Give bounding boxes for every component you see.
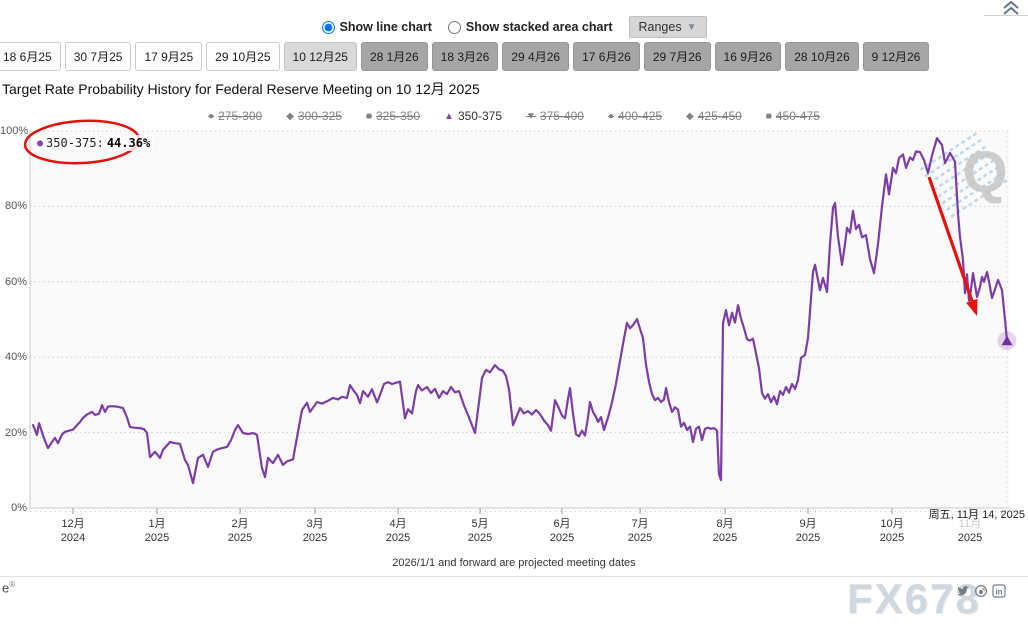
chart-watermark-letter: Q xyxy=(962,140,1007,205)
x-axis-month-label: 9月 2025 xyxy=(795,518,821,545)
legend-item-375-400[interactable]: ▼ 375-400 xyxy=(526,109,584,123)
y-axis-tick-label: 20% xyxy=(4,426,27,439)
fx678-watermark: FX678 xyxy=(847,575,981,622)
projected-dates-note: 2026/1/1 and forward are projected meeti… xyxy=(392,557,636,569)
meeting-date-tab[interactable]: 29 10月25 xyxy=(206,42,280,71)
legend-marker-icon: ● xyxy=(607,110,614,122)
tooltip-series-label: 350-375: xyxy=(46,136,104,150)
page-title: Target Rate Probability History for Fede… xyxy=(2,81,480,97)
y-axis-tick-label: 60% xyxy=(4,275,27,288)
meeting-date-tab[interactable]: 28 1月26 xyxy=(360,42,428,71)
meeting-date-tab[interactable]: 30 7月25 xyxy=(64,42,132,71)
current-point-marker xyxy=(1001,335,1013,346)
x-axis-month-label: 5月 2025 xyxy=(467,518,493,545)
legend-item-350-375[interactable]: ▲ 350-375 xyxy=(444,109,502,123)
legend-item-425-450[interactable]: ◆ 425-450 xyxy=(686,109,742,123)
footer-logo-text: e xyxy=(2,580,10,596)
legend-marker-icon: ● xyxy=(208,110,215,122)
meeting-date-tab[interactable]: 18 6月25 xyxy=(0,42,61,71)
meeting-date-tab[interactable]: 17 9月25 xyxy=(135,42,203,71)
legend-marker-icon: ■ xyxy=(365,110,372,122)
legend-marker-icon: ▼ xyxy=(526,110,536,122)
ranges-dropdown-label: Ranges xyxy=(638,20,682,34)
stacked-area-radio[interactable]: Show stacked area chart xyxy=(447,20,613,34)
line-chart-radio-input[interactable] xyxy=(321,20,335,34)
line-chart-radio[interactable]: Show line chart xyxy=(321,20,432,34)
meeting-date-tab[interactable]: 29 4月26 xyxy=(502,42,570,71)
x-axis-month-label: 4月 2025 xyxy=(385,518,411,545)
x-axis-month-label: 3月 2025 xyxy=(302,518,328,545)
footer-logo-fragment: e® xyxy=(2,580,15,595)
x-axis-month-label: 7月 2025 xyxy=(627,518,653,545)
line-chart-radio-label: Show line chart xyxy=(339,20,432,34)
meeting-date-tab[interactable]: 29 7月26 xyxy=(643,42,711,71)
double-chevron-up-icon xyxy=(1003,0,1019,15)
y-axis-tick-label: 40% xyxy=(4,351,27,364)
legend-marker-icon: ◆ xyxy=(686,110,694,122)
weibo-share-icon[interactable] xyxy=(974,584,988,598)
legend-label: 450-475 xyxy=(775,109,820,123)
top-right-rule xyxy=(984,15,1028,16)
legend-item-275-300[interactable]: ● 275-300 xyxy=(208,109,262,123)
meeting-date-tab[interactable]: 18 3月26 xyxy=(431,42,499,71)
meeting-date-tab[interactable]: 9 12月26 xyxy=(862,42,930,71)
y-axis-tick-label: 0% xyxy=(11,502,27,514)
x-axis-month-label: 6月 2025 xyxy=(549,518,575,545)
twitter-share-icon[interactable] xyxy=(956,584,970,598)
x-axis-month-label: 10月 2025 xyxy=(879,518,905,545)
legend-label: 325-350 xyxy=(376,109,421,123)
chart-legend: ● 275-300 ◆ 300-325 ■ 325-350 ▲ 350-375 ▼ 375-400… xyxy=(0,109,1028,123)
legend-label: 425-450 xyxy=(697,109,742,123)
series-tooltip: ● 350-375: 44.36% xyxy=(34,135,154,151)
y-axis-tick-label: 100% xyxy=(0,125,29,137)
series-dot-icon: ● xyxy=(37,137,44,149)
svg-text:in: in xyxy=(995,587,1002,596)
x-axis-month-label: 12月 2024 xyxy=(60,518,86,545)
registered-mark: ® xyxy=(9,580,16,589)
ranges-dropdown[interactable]: Ranges ▼ xyxy=(628,16,707,38)
chart-watermark-hatch xyxy=(919,131,1009,218)
meeting-date-tab[interactable]: 17 6月26 xyxy=(573,42,640,71)
legend-label: 400-425 xyxy=(618,109,663,123)
legend-label: 375-400 xyxy=(539,109,584,123)
x-axis-month-label: 2月 2025 xyxy=(227,518,253,545)
back-to-top-button[interactable] xyxy=(1000,0,1022,15)
probability-line xyxy=(31,137,1009,485)
meeting-date-tab[interactable]: 28 10月26 xyxy=(785,42,859,71)
tooltip-value: 44.36% xyxy=(106,136,151,150)
stacked-area-radio-input[interactable] xyxy=(447,20,461,34)
meeting-date-tab[interactable]: 16 9月26 xyxy=(714,42,782,71)
stacked-area-radio-label: Show stacked area chart xyxy=(465,20,613,34)
y-axis-tick-label: 80% xyxy=(4,200,27,213)
legend-item-325-350[interactable]: ■ 325-350 xyxy=(366,109,420,123)
x-axis-month-label: 11月 2025 xyxy=(957,518,983,545)
legend-marker-icon: ▲ xyxy=(444,110,454,122)
x-axis-month-label: 8月 2025 xyxy=(712,518,738,545)
x-axis-month-label: 1月 2025 xyxy=(144,518,170,545)
legend-item-450-475[interactable]: ■ 450-475 xyxy=(766,109,820,123)
linkedin-share-icon[interactable]: in xyxy=(992,584,1006,598)
share-icons: in xyxy=(956,584,1006,598)
legend-label: 350-375 xyxy=(457,109,502,123)
chevron-down-icon: ▼ xyxy=(686,21,697,33)
legend-marker-icon: ■ xyxy=(765,110,772,122)
red-arrow-head xyxy=(966,298,978,316)
legend-item-400-425[interactable]: ● 400-425 xyxy=(608,109,662,123)
footer-divider xyxy=(0,576,1028,577)
meeting-date-tab[interactable]: 10 12月25 xyxy=(283,42,357,71)
plot-area xyxy=(30,131,1010,508)
chart-type-controls: Show line chart Show stacked area chart … xyxy=(0,16,1028,38)
legend-marker-icon: ◆ xyxy=(286,110,294,122)
legend-item-300-325[interactable]: ◆ 300-325 xyxy=(286,109,342,123)
legend-label: 300-325 xyxy=(297,109,342,123)
meeting-date-tabs: 18 6月25 30 7月25 17 9月25 29 10月25 10 12月25 28 … xyxy=(0,42,930,71)
legend-label: 275-300 xyxy=(218,109,263,123)
red-arrow-annotation xyxy=(927,176,974,302)
hover-date-label: 周五, 11月 14, 2025 xyxy=(928,509,1025,521)
